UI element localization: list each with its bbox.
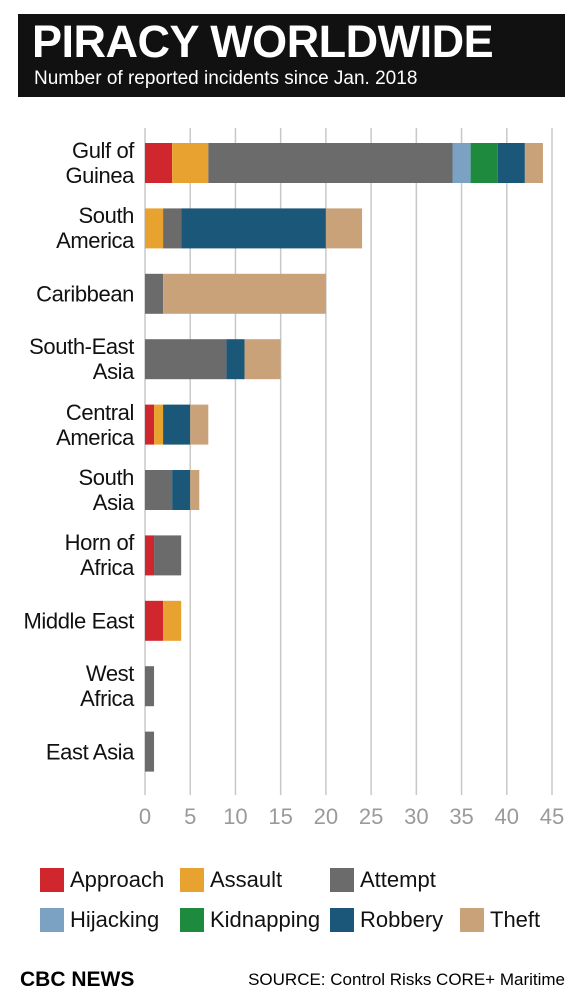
- legend-label: Robbery: [360, 907, 443, 932]
- legend-swatch: [330, 908, 354, 932]
- legend-swatch: [330, 868, 354, 892]
- x-tick-label: 30: [404, 804, 428, 829]
- bar-segment: [145, 470, 173, 510]
- bar-segment: [226, 339, 245, 380]
- category-label: South Asia: [78, 465, 135, 515]
- bar-segment: [145, 273, 164, 314]
- chart-subtitle: Number of reported incidents since Jan. …: [34, 68, 418, 89]
- bar-segment: [470, 143, 498, 183]
- bar-segment: [244, 339, 281, 380]
- bar-segment: [145, 339, 227, 380]
- bar-segment: [172, 470, 191, 510]
- category-label: Central America: [56, 399, 134, 450]
- bar-segment: [190, 470, 200, 510]
- x-tick-label: 40: [495, 804, 519, 829]
- category-label: Caribbean: [36, 281, 134, 307]
- x-tick-label: 0: [139, 804, 151, 829]
- bar-segment: [190, 404, 209, 445]
- category-label: Middle East: [23, 608, 134, 634]
- bar-segment: [145, 208, 164, 249]
- bar-segment: [154, 535, 182, 576]
- bar-segment: [452, 143, 471, 183]
- bar-segment: [145, 600, 164, 641]
- bar-segment: [145, 404, 155, 445]
- category-label: South America: [56, 203, 134, 254]
- bar-segment: [181, 208, 326, 249]
- bar-segment: [163, 600, 182, 641]
- credit: CBC NEWS: [20, 968, 135, 991]
- bar-segment: [145, 535, 155, 576]
- category-label: Gulf of Guinea: [65, 138, 134, 188]
- x-tick-label: 20: [314, 804, 338, 829]
- legend-swatch: [180, 868, 204, 892]
- bar-segment: [208, 143, 453, 183]
- source: SOURCE: Control Risks CORE+ Maritime: [248, 970, 565, 989]
- bar-segment: [163, 404, 191, 445]
- category-label: West Africa: [80, 661, 134, 712]
- bar-segment: [163, 208, 182, 249]
- legend-label: Kidnapping: [210, 907, 320, 932]
- bar-segment: [172, 143, 209, 183]
- x-tick-label: 25: [359, 804, 383, 829]
- bar-segment: [145, 666, 155, 707]
- bar-segment: [524, 143, 543, 183]
- x-tick-label: 5: [184, 804, 196, 829]
- category-label: East Asia: [45, 739, 135, 765]
- x-tick-label: 15: [268, 804, 292, 829]
- bar-segment: [145, 143, 173, 183]
- bar-segment: [163, 273, 326, 314]
- legend-label: Assault: [210, 867, 282, 892]
- chart-title: PIRACY WORLDWIDE: [32, 16, 494, 67]
- legend-label: Theft: [490, 907, 540, 932]
- legend-swatch: [40, 868, 64, 892]
- bar-segment: [497, 143, 525, 183]
- legend-swatch: [460, 908, 484, 932]
- x-tick-label: 35: [449, 804, 473, 829]
- x-tick-label: 10: [223, 804, 247, 829]
- x-tick-label: 45: [540, 804, 564, 829]
- category-label: South-East Asia: [29, 334, 134, 385]
- header: PIRACY WORLDWIDE Number of reported inci…: [18, 14, 565, 97]
- legend-swatch: [180, 908, 204, 932]
- category-label: Horn of Africa: [64, 530, 135, 581]
- legend-swatch: [40, 908, 64, 932]
- legend-label: Hijacking: [70, 907, 159, 932]
- bar-segment: [325, 208, 363, 249]
- bar-segment: [154, 404, 164, 445]
- bar-segment: [145, 731, 155, 772]
- legend-label: Attempt: [360, 867, 436, 892]
- legend-label: Approach: [70, 867, 164, 892]
